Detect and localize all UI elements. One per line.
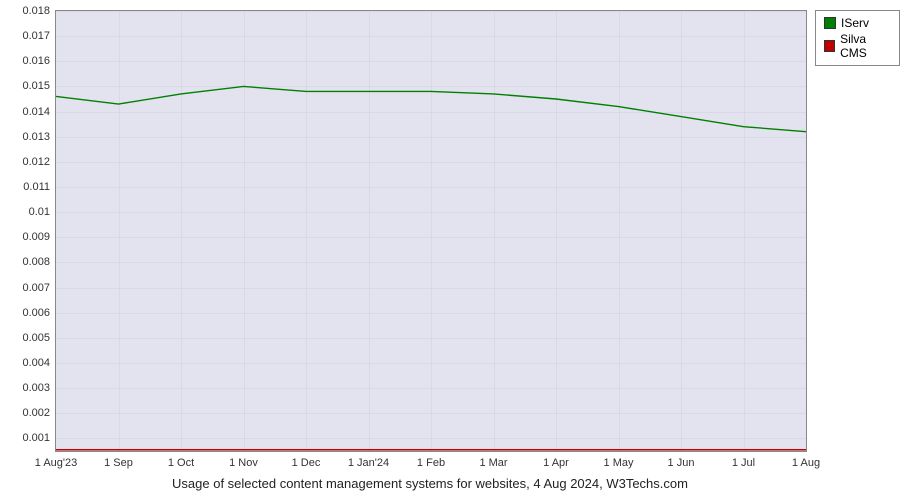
legend-label: IServ: [841, 16, 869, 30]
chart-container: 0.001 0.002 0.003 0.004 0.005 0.006 0.007 0.008…: [0, 0, 900, 500]
y-tick-label: 0.016: [22, 55, 56, 67]
y-tick-label: 0.004: [22, 357, 56, 369]
x-tick-label: 1 Jul: [732, 451, 755, 469]
y-tick-label: 0.013: [22, 131, 56, 143]
x-tick-label: 1 Aug'23: [35, 451, 77, 469]
y-tick-label: 0.009: [22, 231, 56, 243]
legend: IServ Silva CMS: [815, 10, 900, 66]
series-line: [56, 86, 806, 131]
y-tick-label: 0.01: [29, 206, 56, 218]
y-tick-label: 0.008: [22, 256, 56, 268]
y-tick-label: 0.002: [22, 407, 56, 419]
series-layer: [56, 11, 806, 451]
x-tick-label: 1 Jun: [668, 451, 695, 469]
y-tick-label: 0.014: [22, 106, 56, 118]
y-tick-label: 0.018: [22, 5, 56, 17]
x-tick-label: 1 May: [604, 451, 634, 469]
y-tick-label: 0.012: [22, 156, 56, 168]
legend-item: Silva CMS: [824, 31, 891, 61]
x-tick-label: 1 Jan'24: [348, 451, 389, 469]
y-tick-label: 0.017: [22, 30, 56, 42]
y-tick-label: 0.015: [22, 80, 56, 92]
y-tick-label: 0.006: [22, 307, 56, 319]
legend-swatch: [824, 40, 835, 52]
y-tick-label: 0.001: [22, 432, 56, 444]
y-tick-label: 0.007: [22, 282, 56, 294]
plot-area: 0.0010.0020.0030.0040.0050.0060.0070.008…: [55, 10, 807, 452]
y-tick-label: 0.011: [23, 181, 56, 193]
x-tick-label: 1 Aug: [792, 451, 820, 469]
legend-item: IServ: [824, 15, 891, 31]
x-tick-label: 1 Mar: [479, 451, 507, 469]
x-tick-label: 1 Dec: [292, 451, 321, 469]
x-tick-label: 1 Apr: [543, 451, 569, 469]
legend-label: Silva CMS: [840, 32, 891, 60]
y-tick-label: 0.003: [22, 382, 56, 394]
legend-swatch: [824, 17, 836, 29]
x-tick-label: 1 Feb: [417, 451, 445, 469]
y-tick-label: 0.005: [22, 332, 56, 344]
x-tick-label: 1 Nov: [229, 451, 258, 469]
chart-caption: Usage of selected content management sys…: [172, 476, 688, 491]
x-tick-label: 1 Oct: [168, 451, 194, 469]
x-tick-label: 1 Sep: [104, 451, 133, 469]
